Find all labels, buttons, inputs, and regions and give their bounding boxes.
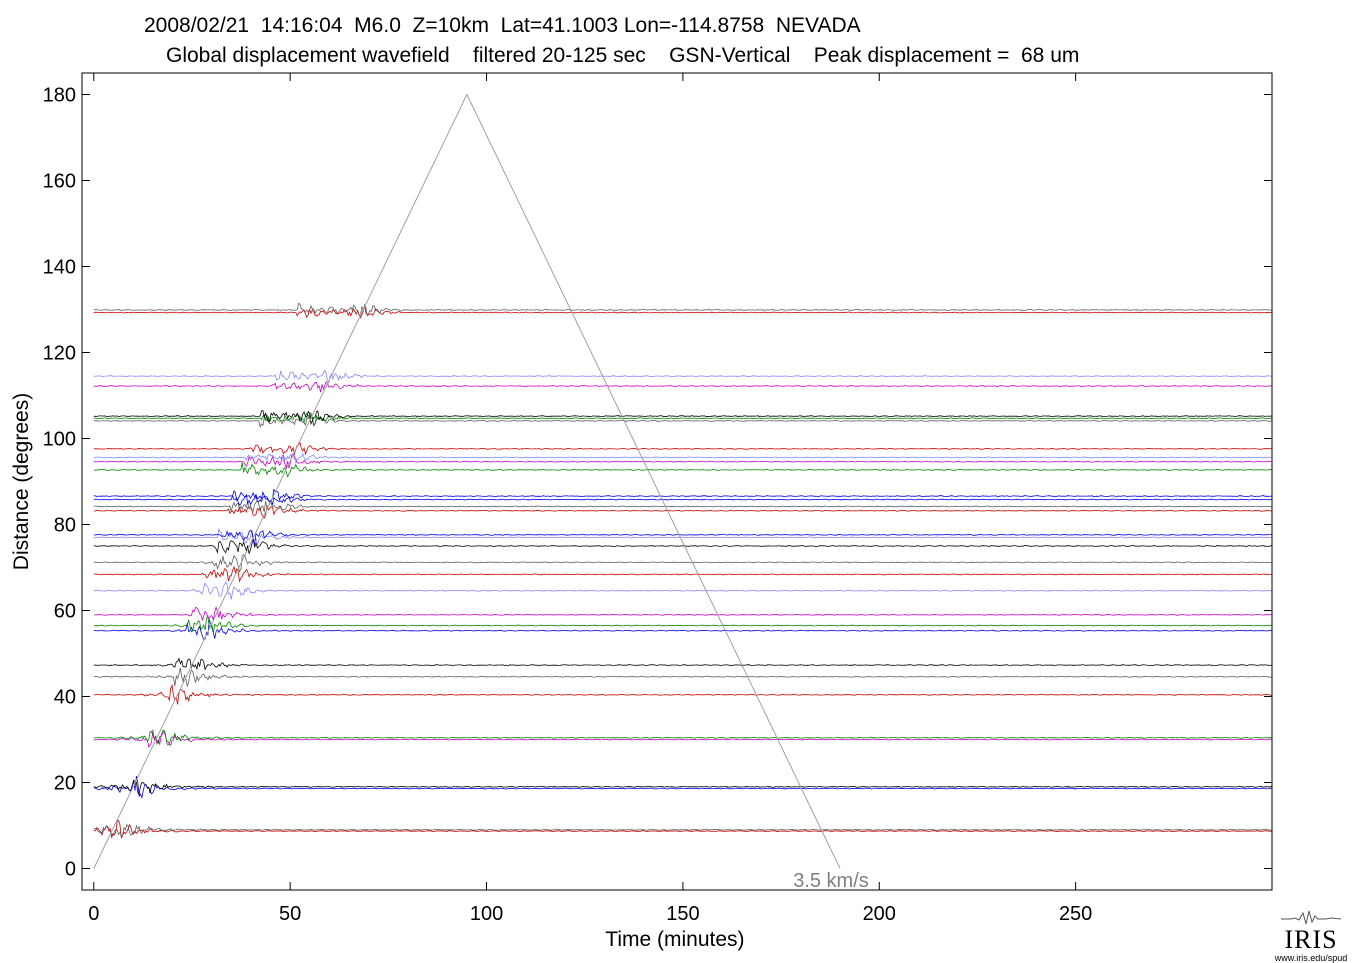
trace-line [93, 667, 1272, 687]
trace-line [93, 779, 1272, 796]
trace-line [93, 618, 1272, 640]
y-tick-label: 0 [65, 859, 76, 881]
y-tick-label: 20 [54, 773, 76, 795]
chart-title-line-2: Global displacement wavefield filtered 2… [166, 44, 1080, 67]
trace-line [93, 302, 1272, 317]
x-tick-label: 0 [88, 903, 99, 925]
reference-line-layer [93, 93, 841, 869]
trace-line [93, 441, 1272, 456]
trace-line [93, 614, 1272, 634]
trace-line [93, 657, 1272, 671]
y-tick-label: 160 [43, 171, 76, 193]
x-tick-label: 250 [1059, 903, 1092, 925]
x-axis-label: Time (minutes) [605, 928, 744, 951]
trace-line [93, 412, 1272, 427]
trace-line [93, 529, 1272, 545]
iris-logo-url: www.iris.edu/spud [1274, 953, 1348, 963]
trace-line [93, 462, 1272, 478]
y-tick-label: 60 [54, 601, 76, 623]
trace-line [93, 504, 1272, 520]
trace-line [93, 527, 1272, 546]
seismogram-icon [1281, 910, 1341, 925]
trace-line [93, 605, 1272, 622]
y-tick-label: 80 [54, 515, 76, 537]
y-tick-label: 120 [43, 343, 76, 365]
x-tick-label: 200 [863, 903, 896, 925]
trace-line [93, 819, 1272, 840]
trace-line [93, 452, 1272, 464]
trace-line [93, 554, 1272, 573]
y-tick-label: 100 [43, 429, 76, 451]
chart-title-line-1: 2008/02/21 14:16:04 M6.0 Z=10km Lat=41.1… [144, 14, 861, 37]
trace-line [93, 500, 1272, 513]
x-tick-label: 50 [279, 903, 301, 925]
trace-line [93, 488, 1272, 503]
trace-line [93, 729, 1272, 746]
trace-line [93, 493, 1272, 506]
x-tick-label: 150 [666, 903, 699, 925]
trace-line [93, 683, 1272, 705]
trace-line [93, 305, 1272, 319]
trace-line [93, 452, 1272, 470]
y-tick-label: 140 [43, 257, 76, 279]
trace-line [93, 381, 1272, 393]
trace-line [93, 565, 1272, 583]
velocity-label: 3.5 km/s [793, 870, 869, 892]
trace-line [93, 538, 1272, 554]
trace-line [93, 729, 1272, 748]
y-tick-label: 180 [43, 85, 76, 107]
y-axis-label: Distance (degrees) [10, 393, 33, 570]
trace-line [93, 409, 1272, 426]
plot-frame [81, 72, 1273, 891]
trace-line [93, 412, 1272, 429]
trace-line [93, 581, 1272, 600]
trace-line [93, 775, 1272, 799]
iris-logo-text: IRIS [1284, 925, 1338, 954]
trace-line [93, 369, 1272, 384]
traces-layer [93, 302, 1272, 840]
y-tick-label: 40 [54, 687, 76, 709]
axes-layer: 0 50 100 150 200 250 0 20 40 60 80 100 120 140 160 180 [43, 73, 1272, 925]
velocity-reference-line [93, 93, 841, 869]
x-tick-label: 100 [470, 903, 503, 925]
trace-line [93, 823, 1272, 837]
iris-logo: IRIS www.iris.edu/spud [1266, 905, 1356, 963]
